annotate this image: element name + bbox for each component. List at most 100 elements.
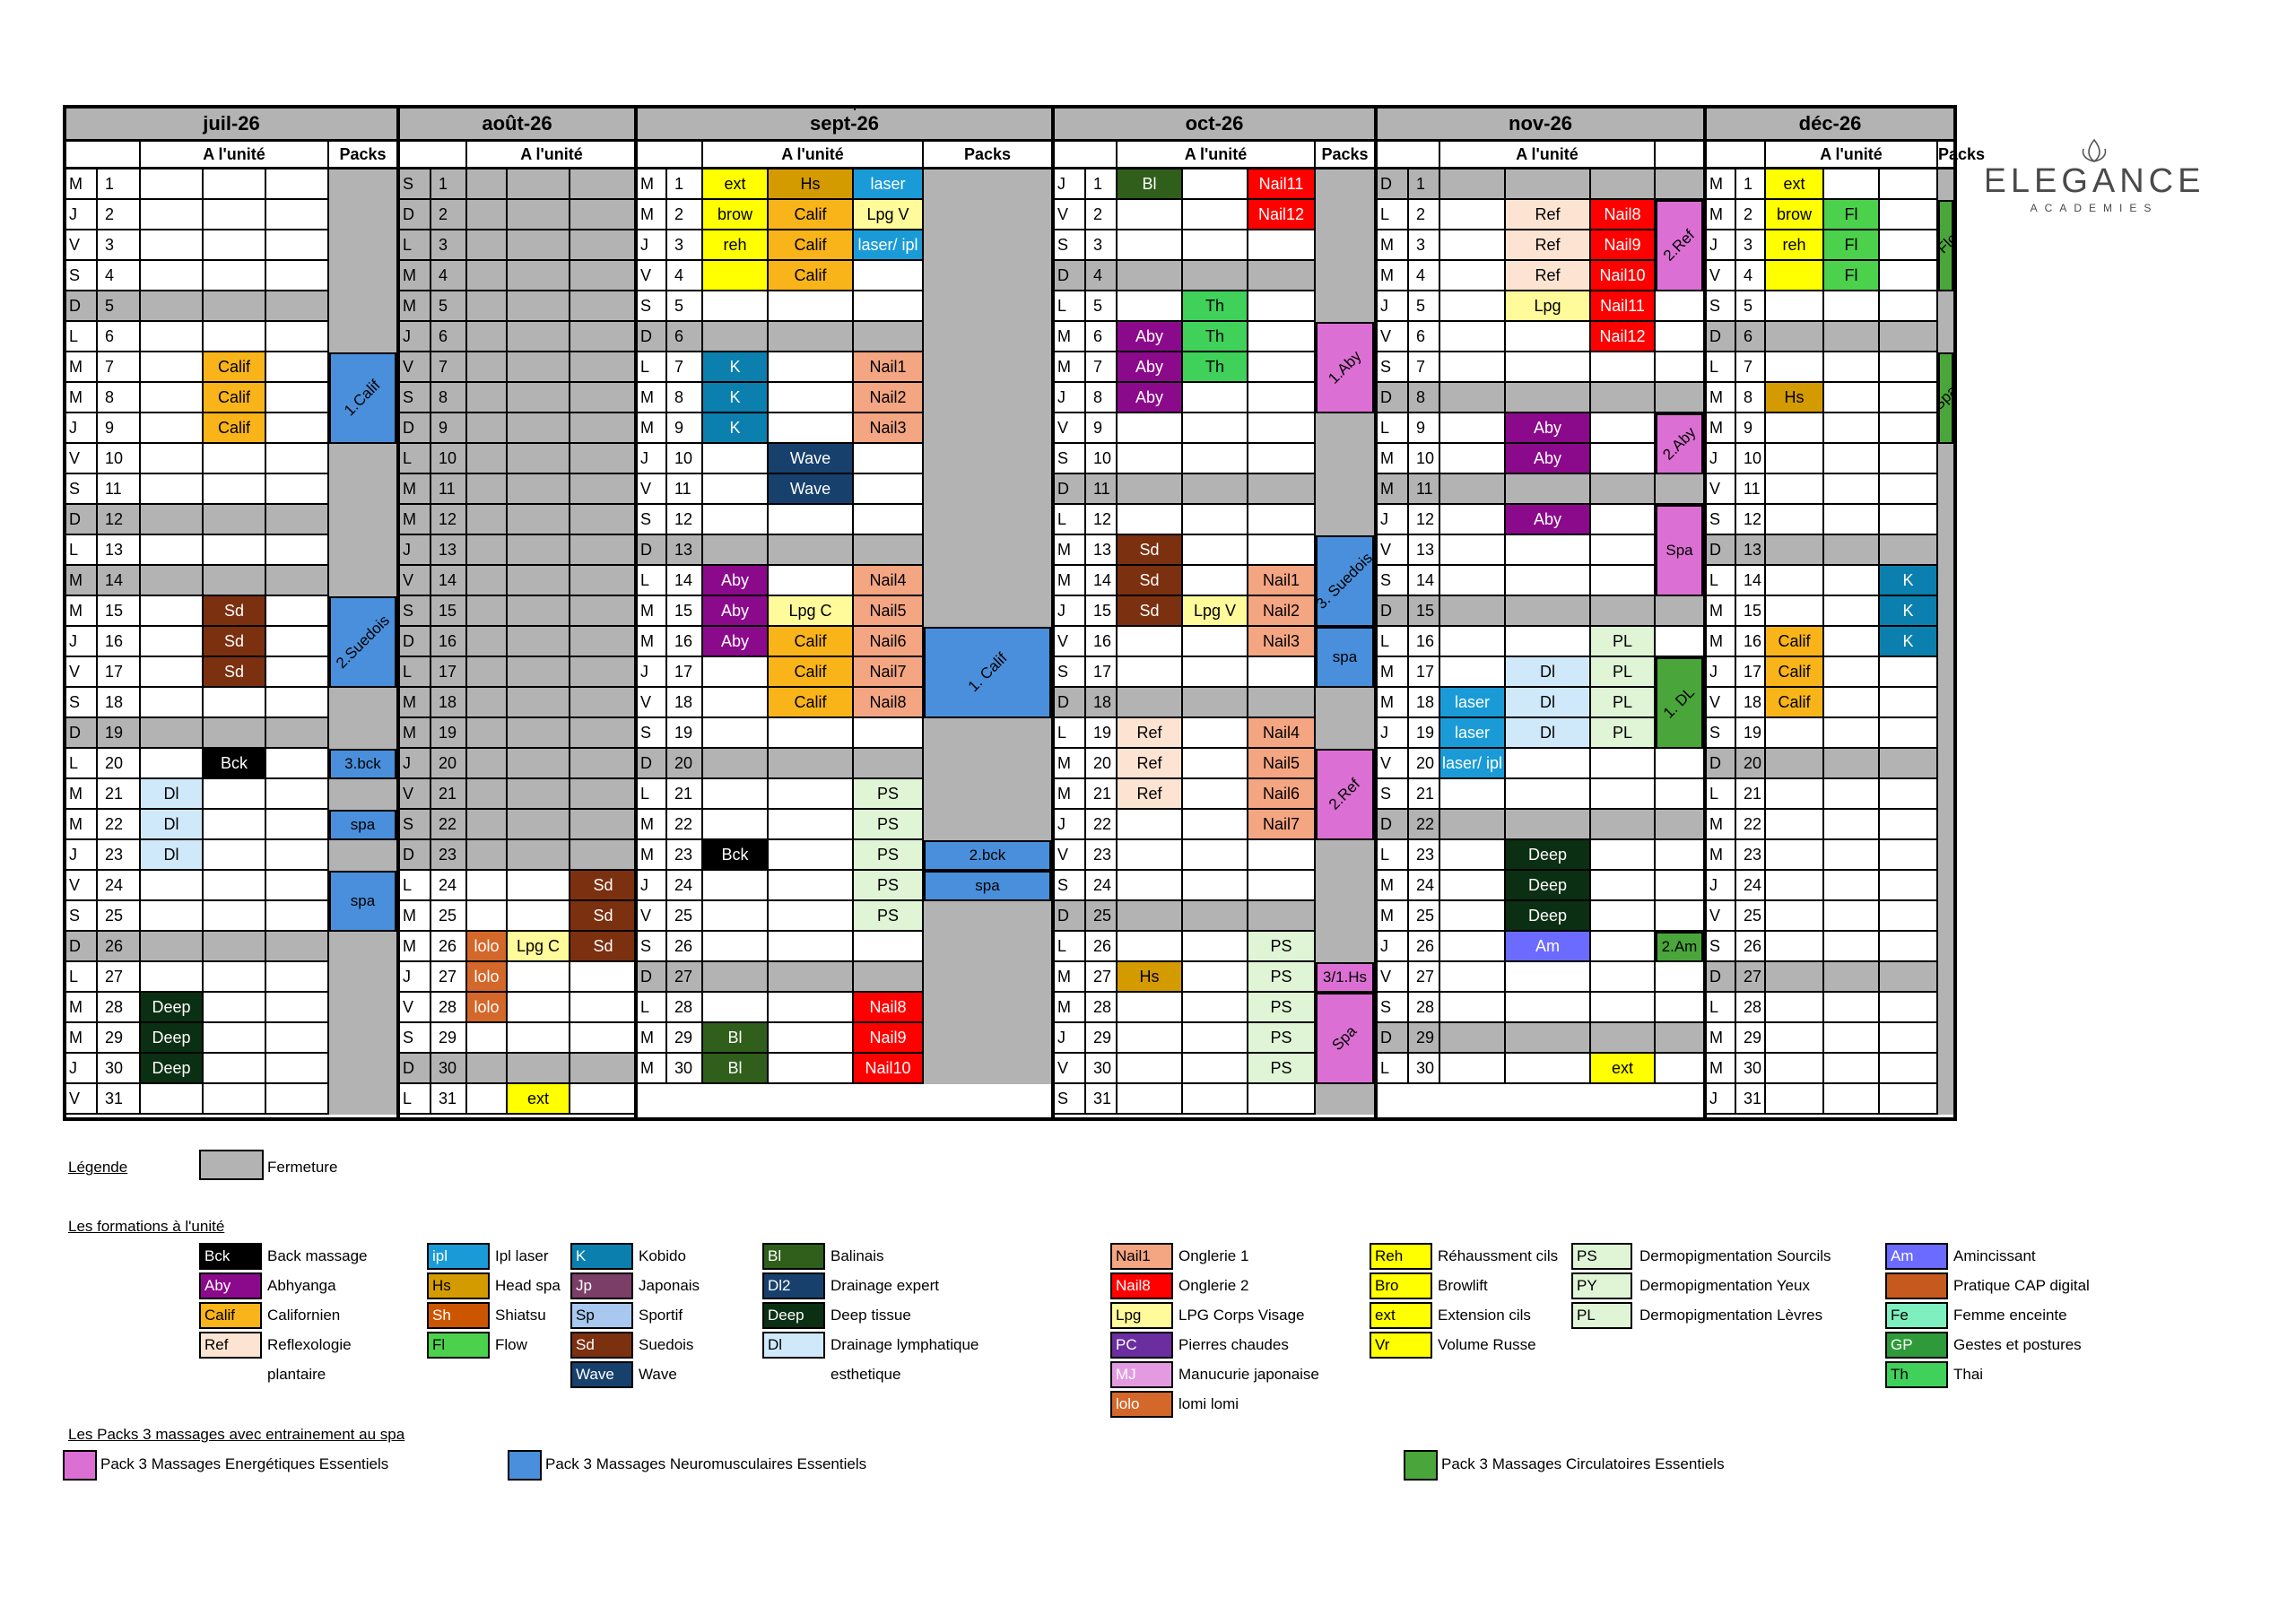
session-hs[interactable]: Hs (1118, 962, 1183, 993)
session-bl[interactable]: Bl (1118, 169, 1183, 200)
session-dl[interactable]: Dl (1506, 688, 1591, 718)
session-deep[interactable]: Deep (141, 1054, 204, 1084)
session-ps[interactable]: PS (1248, 993, 1316, 1023)
session-dl[interactable]: Dl (1506, 657, 1591, 688)
session-brow[interactable]: brow (703, 200, 769, 230)
session-bck[interactable]: Bck (204, 749, 266, 779)
session-calif[interactable]: Calif (769, 627, 854, 657)
session-sd[interactable]: Sd (204, 596, 266, 627)
session-reh[interactable]: reh (703, 230, 769, 261)
session-k[interactable]: K (703, 352, 769, 383)
session-k[interactable]: K (1880, 596, 1938, 627)
pack-block[interactable]: spa (1316, 627, 1374, 688)
session-lolo[interactable]: lolo (467, 993, 508, 1023)
session-laser[interactable]: laser (1440, 718, 1506, 749)
pack-block[interactable]: Spa (1316, 993, 1374, 1084)
session-fl[interactable]: Fl (1824, 200, 1880, 230)
session-k[interactable]: K (1880, 566, 1938, 596)
session-nailr[interactable]: Nail9 (1591, 230, 1656, 261)
session-sd[interactable]: Sd (1118, 596, 1183, 627)
session-calif[interactable]: Calif (769, 230, 854, 261)
session-nailr[interactable]: Nail10 (1591, 261, 1656, 291)
session-lpg-v[interactable]: Lpg V (1183, 596, 1248, 627)
session-ref[interactable]: Ref (1506, 200, 1591, 230)
session-ps[interactable]: PS (1248, 1054, 1316, 1084)
session-dl[interactable]: Dl (141, 779, 204, 810)
session-k[interactable]: K (1880, 627, 1938, 657)
session-ps[interactable]: PS (854, 871, 924, 901)
session-ref[interactable]: Ref (1506, 230, 1591, 261)
session-ps[interactable]: PS (854, 840, 924, 871)
session-ps[interactable]: PS (854, 779, 924, 810)
session-th[interactable]: Th (1183, 352, 1248, 383)
pack-block[interactable]: 2.Am (1656, 932, 1703, 962)
session-sd[interactable]: Sd (1118, 566, 1183, 596)
pack-block[interactable]: 1. Calif (924, 627, 1051, 718)
session-aby[interactable]: Aby (1118, 352, 1183, 383)
session-ext[interactable]: ext (1766, 169, 1824, 200)
session-calif[interactable]: Calif (769, 261, 854, 291)
session-nailr[interactable]: Nail12 (1591, 322, 1656, 352)
session-aby[interactable]: Aby (1506, 444, 1591, 474)
session-deep[interactable]: Deep (141, 993, 204, 1023)
session-lpg[interactable]: Lpg (1506, 291, 1591, 322)
session-nailr[interactable]: Nail12 (1248, 200, 1316, 230)
pack-block[interactable]: spa (329, 871, 396, 932)
session-nailr[interactable]: Nail8 (1591, 200, 1656, 230)
session-calif[interactable]: Calif (769, 657, 854, 688)
session-nail[interactable]: Nail4 (1248, 718, 1316, 749)
session-nail[interactable]: Nail5 (1248, 749, 1316, 779)
session-ext[interactable] (703, 261, 769, 291)
session-nail[interactable]: Nail4 (854, 566, 924, 596)
session-sd[interactable]: Sd (570, 871, 638, 901)
pack-block[interactable]: 3/1.Hs (1316, 962, 1374, 993)
session-aby[interactable]: Aby (703, 627, 769, 657)
pack-block[interactable]: 2.Ref (1316, 749, 1374, 840)
session-deep[interactable]: Deep (1506, 901, 1591, 932)
session-bck[interactable]: Bck (703, 840, 769, 871)
session-nail[interactable]: Nail3 (854, 413, 924, 444)
session-lpg-c[interactable]: Lpg C (769, 596, 854, 627)
session-aby[interactable]: Aby (1506, 505, 1591, 535)
session-brow[interactable]: brow (1766, 200, 1824, 230)
session-lpg-c[interactable]: Lpg C (508, 932, 570, 962)
session-nailr[interactable]: Nail8 (854, 993, 924, 1023)
session-laser[interactable]: laser (854, 169, 924, 200)
session-ps[interactable]: PS (854, 901, 924, 932)
session-ext[interactable]: ext (508, 1084, 570, 1115)
session-nail[interactable]: Nail1 (854, 352, 924, 383)
pack-block[interactable]: spa (924, 871, 1051, 901)
session-laser-ipl[interactable]: laser/ ipl (854, 230, 924, 261)
pack-block[interactable]: 1. DL (1656, 657, 1703, 749)
session-deep[interactable]: Deep (141, 1023, 204, 1054)
session-k[interactable]: K (703, 413, 769, 444)
session-nail[interactable]: Nail5 (854, 596, 924, 627)
session-ext[interactable]: ext (703, 169, 769, 200)
session-dl[interactable]: Dl (1506, 718, 1591, 749)
session-nail[interactable]: Nail3 (1248, 627, 1316, 657)
session-fl[interactable]: Fl (1824, 261, 1880, 291)
session-lolo[interactable]: lolo (467, 932, 508, 962)
session-aby[interactable]: Aby (703, 596, 769, 627)
session-sd[interactable]: Sd (204, 627, 266, 657)
session-calif[interactable]: Calif (204, 352, 266, 383)
session-nail[interactable]: Nail7 (854, 657, 924, 688)
pack-block[interactable]: 2.Suedois (329, 596, 396, 688)
session-sd[interactable]: Sd (570, 932, 638, 962)
session-nailr[interactable]: Nail11 (1591, 291, 1656, 322)
session-deep[interactable]: Deep (1506, 840, 1591, 871)
session-aby[interactable]: Aby (1118, 383, 1183, 413)
session-lpg-v[interactable]: Lpg V (854, 200, 924, 230)
session-fl[interactable]: Fl (1824, 230, 1880, 261)
pack-block[interactable]: Spa (1938, 352, 1953, 444)
session-wave[interactable]: Wave (769, 444, 854, 474)
session-sd[interactable]: Sd (570, 901, 638, 932)
session-nailr[interactable]: Nail11 (1248, 169, 1316, 200)
session-nailr[interactable]: Nail10 (854, 1054, 924, 1084)
pack-block[interactable]: Spa (1656, 505, 1703, 596)
session-calif[interactable]: Calif (769, 200, 854, 230)
pack-block[interactable]: 3. Flow (1938, 200, 1953, 291)
session-bl[interactable]: Bl (703, 1054, 769, 1084)
session-ref[interactable]: Ref (1118, 779, 1183, 810)
session-dl[interactable]: Dl (141, 840, 204, 871)
